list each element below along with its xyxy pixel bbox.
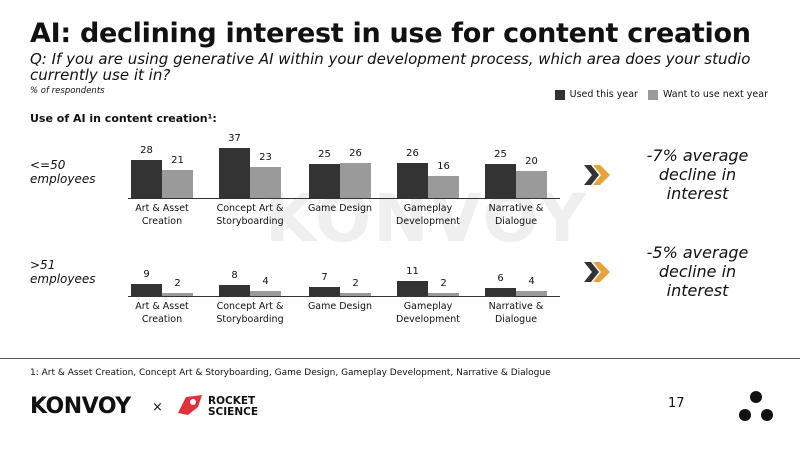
times-sign: × — [152, 400, 163, 415]
bar — [131, 160, 162, 198]
value-label: 8 — [231, 270, 238, 282]
bar — [340, 162, 371, 198]
page-number: 17 — [668, 396, 685, 411]
legend-item: Want to use next year — [647, 89, 768, 100]
section-heading: Use of AI in content creation¹: — [30, 112, 217, 125]
callout: -5% average decline in interest — [646, 243, 749, 300]
axis-line — [128, 296, 560, 297]
value-label: 2 — [440, 278, 447, 290]
bar — [162, 169, 193, 198]
title: AI: declining interest in use for conten… — [30, 18, 751, 49]
chevron-icon — [584, 262, 610, 282]
group-label: <=50 employees — [30, 158, 96, 186]
bar — [397, 281, 428, 296]
rocket-icon — [178, 395, 202, 415]
legend-item: Used this year — [554, 89, 638, 100]
bar — [397, 162, 428, 198]
value-label: 26 — [406, 147, 419, 159]
value-label: 2 — [174, 278, 181, 290]
value-label: 4 — [528, 275, 535, 287]
value-label: 9 — [143, 268, 150, 280]
value-label: 2 — [352, 278, 359, 290]
category-label: Narrative & Dialogue — [488, 203, 544, 227]
legend-swatch — [647, 89, 658, 100]
chevron-icon — [584, 165, 610, 185]
value-label: 7 — [321, 271, 328, 283]
bar — [250, 290, 281, 296]
value-label: 20 — [525, 156, 538, 167]
legend-swatch — [554, 89, 565, 100]
group-label: >51 employees — [30, 258, 96, 286]
value-label: 11 — [406, 266, 419, 278]
bar — [309, 286, 340, 296]
bar — [162, 293, 193, 296]
value-label: 37 — [228, 133, 241, 145]
value-label: 4 — [262, 275, 269, 287]
bar — [309, 164, 340, 198]
note: % of respondents — [30, 86, 105, 96]
category-label: Narrative & Dialogue — [488, 301, 544, 325]
value-label: 21 — [171, 154, 184, 166]
question: Q: If you are using generative AI within… — [30, 50, 751, 84]
legend-label: Used this year — [569, 89, 638, 100]
rocket-science-logo: ROCKET SCIENCE — [208, 395, 259, 418]
bar — [428, 293, 459, 296]
category-label: Art & Asset Creation — [135, 301, 189, 325]
category-label: Gameplay Development — [396, 301, 460, 325]
value-label: 25 — [494, 149, 507, 161]
category-label: Concept Art & Storyboarding — [216, 203, 284, 227]
category-label: Art & Asset Creation — [135, 203, 189, 227]
category-label: Gameplay Development — [396, 203, 460, 227]
bar — [516, 290, 547, 296]
value-label: 26 — [349, 147, 362, 159]
callout: -7% average decline in interest — [646, 146, 749, 203]
bar — [516, 171, 547, 198]
footnote: 1: Art & Asset Creation, Concept Art & S… — [30, 368, 551, 378]
bar — [428, 176, 459, 198]
legend-label: Want to use next year — [662, 89, 768, 100]
bar — [219, 148, 250, 198]
konvoy-icon — [739, 391, 773, 421]
value-label: 6 — [497, 272, 504, 284]
bar — [131, 283, 162, 296]
value-label: 23 — [259, 151, 272, 163]
konvoy-logo: KONVOY — [30, 394, 131, 419]
value-label: 16 — [437, 161, 450, 173]
value-label: 28 — [140, 145, 153, 157]
bar — [340, 293, 371, 296]
category-label: Concept Art & Storyboarding — [216, 301, 284, 325]
bar — [485, 164, 516, 198]
category-label: Game Design — [307, 203, 373, 214]
axis-line — [128, 198, 560, 199]
category-label: Game Design — [307, 301, 373, 312]
value-label: 25 — [318, 149, 331, 161]
bar — [219, 285, 250, 296]
bar — [485, 287, 516, 296]
legend: Used this year Want to use next year — [554, 89, 768, 100]
separator — [0, 358, 800, 359]
bar — [250, 166, 281, 198]
